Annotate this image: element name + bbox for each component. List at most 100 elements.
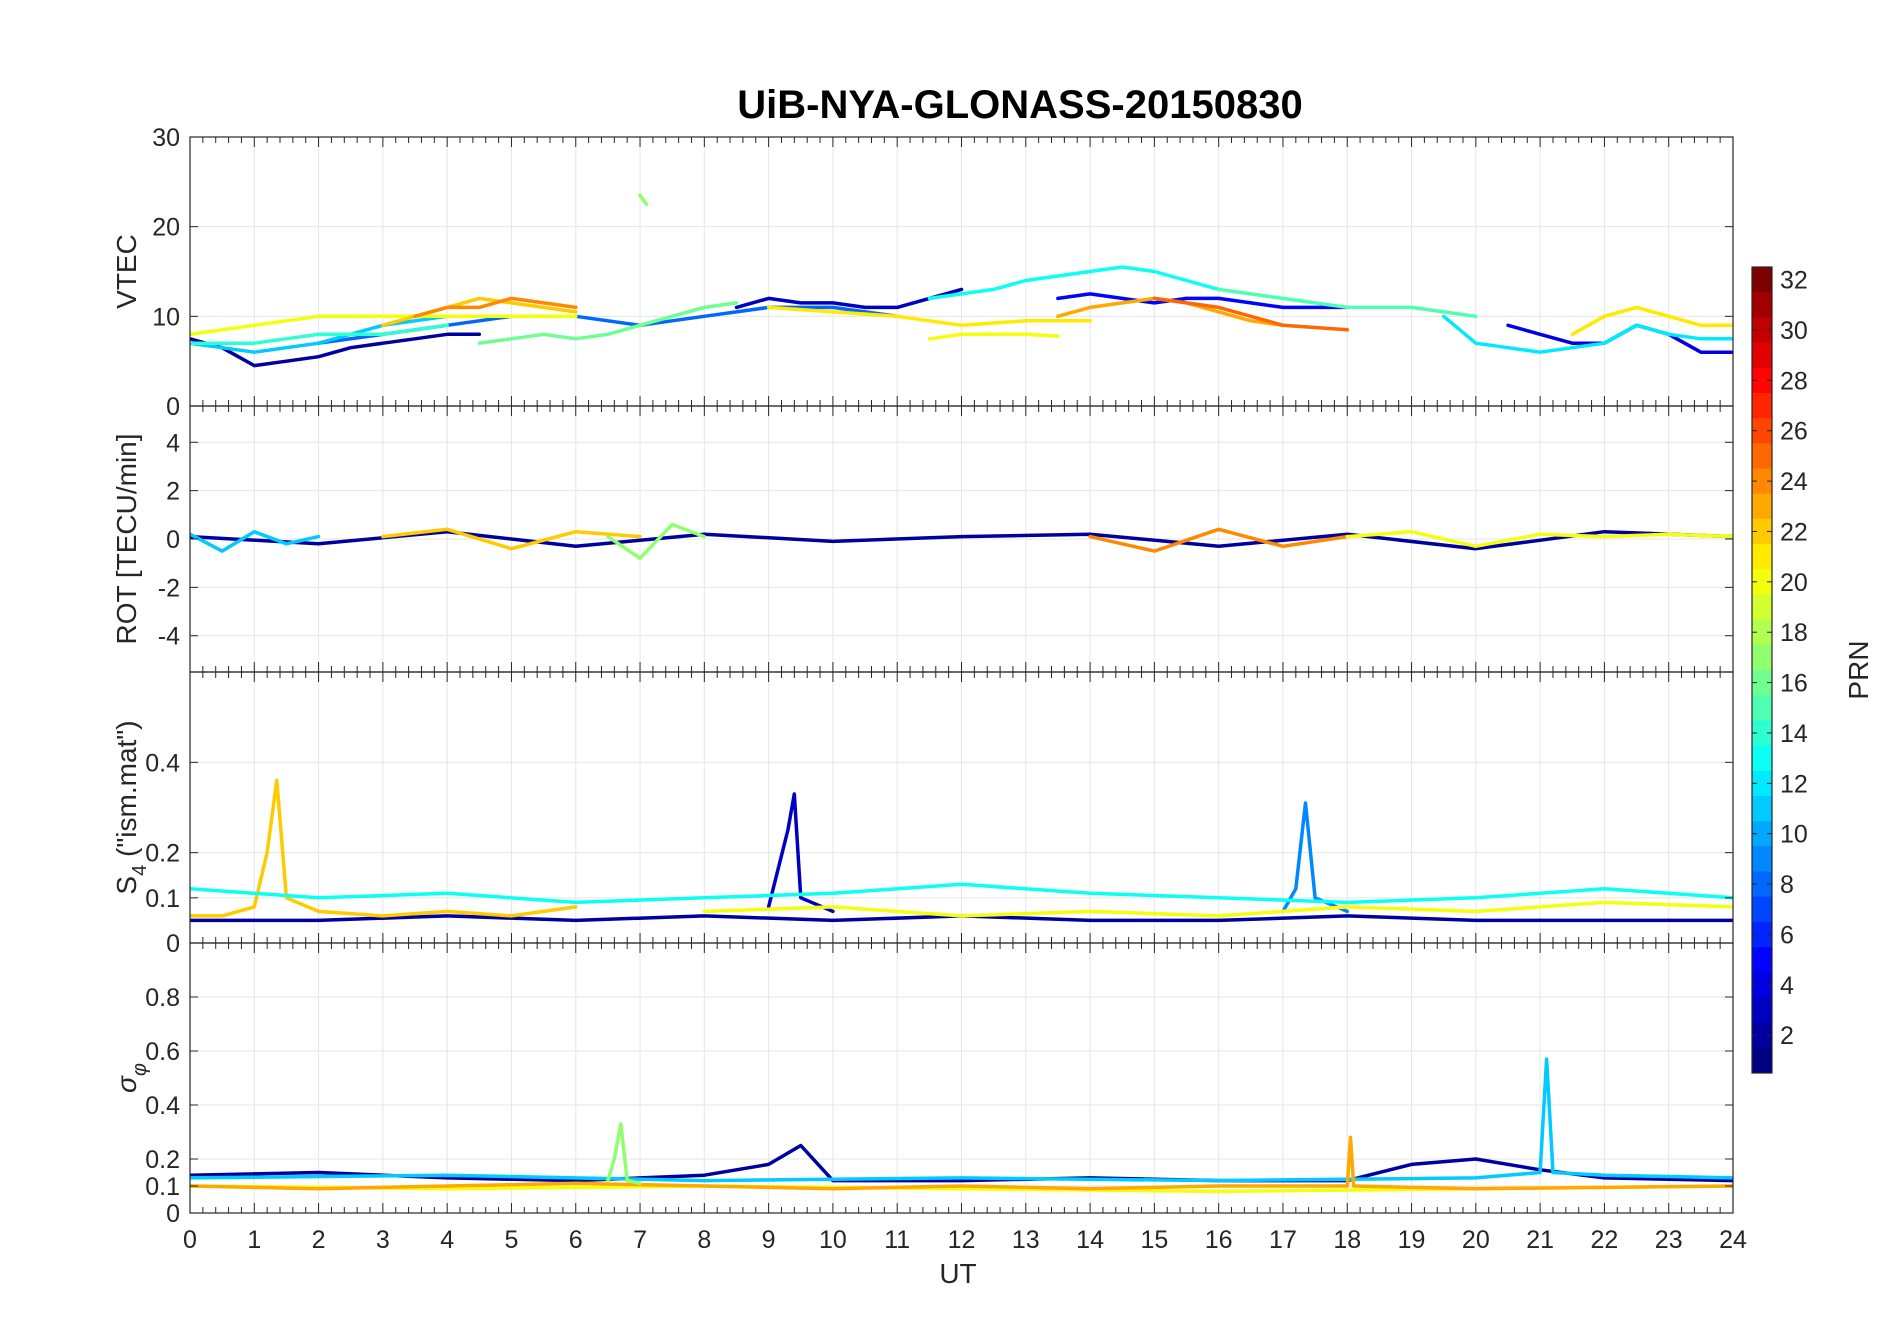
colorbar-segment	[1752, 493, 1772, 520]
series-line-prn-24	[1088, 527, 1350, 553]
x-tick-label: 23	[1655, 1226, 1683, 1254]
colorbar-segment	[1752, 921, 1772, 948]
series-line-prn-17	[606, 1122, 642, 1186]
colorbar-tick-label: 6	[1780, 921, 1794, 949]
y-axis-label-sub: 4	[129, 865, 151, 876]
y-axis-label-sub: φ	[129, 1063, 151, 1076]
series-line-prn-22	[381, 527, 642, 551]
x-tick-label: 22	[1591, 1226, 1619, 1254]
x-tick-label: 17	[1269, 1226, 1297, 1254]
colorbar-tick-label: 32	[1780, 267, 1808, 295]
y-tick-label: 30	[152, 124, 180, 152]
series-line-prn-23	[190, 1135, 1733, 1191]
y-axis-label-main: σ	[111, 1075, 142, 1093]
colorbar-segment	[1752, 770, 1772, 797]
series-line-prn-20	[927, 332, 1060, 341]
colorbar-tick-label: 18	[1780, 619, 1808, 647]
y-axis-label-sigma_phi: σφ	[111, 1063, 151, 1093]
colorbar-tick-label: 30	[1780, 317, 1808, 345]
series-line-prn-25	[1152, 296, 1350, 332]
series-line-prn-20	[702, 900, 1733, 918]
colorbar-segment	[1752, 972, 1772, 998]
series-line-prn-16	[477, 301, 739, 345]
x-tick-label: 6	[569, 1226, 583, 1254]
y-tick-label: 0	[166, 526, 180, 554]
panel-s4: 00.10.20.4S4 ("ism.mat")	[111, 671, 1734, 958]
x-tick-label: 10	[819, 1226, 847, 1254]
y-axis-label-rot: ROT [TECU/min]	[111, 433, 142, 644]
y-axis-label-rest: ("ism.mat")	[111, 720, 142, 864]
x-tick-label: 12	[948, 1226, 976, 1254]
y-tick-label: 10	[152, 303, 180, 331]
colorbar-segment	[1752, 317, 1772, 344]
colorbar-segment	[1752, 821, 1772, 847]
series-line-prn-5	[1056, 292, 1350, 310]
x-tick-label: 3	[376, 1226, 390, 1254]
colorbar-segment	[1752, 392, 1772, 419]
colorbar-segment	[1752, 518, 1772, 545]
x-tick-label: 14	[1076, 1226, 1104, 1254]
colorbar-tick-label: 28	[1780, 367, 1808, 395]
colorbar-segment	[1752, 644, 1772, 671]
colorbar-segment	[1752, 342, 1772, 369]
y-tick-label: 0	[166, 930, 180, 958]
panel-vtec: 0 10 20 30 VTEC	[111, 124, 1734, 421]
x-tick-label: 2	[312, 1226, 326, 1254]
series-line-prn-11	[190, 314, 449, 354]
y-axis-label-main: S	[111, 876, 142, 895]
series-group	[190, 522, 1733, 561]
colorbar-tick-label: 24	[1780, 468, 1808, 496]
colorbar-tick-label: 16	[1780, 670, 1808, 698]
x-tick-label: 9	[762, 1226, 776, 1254]
y-tick-label: 0.6	[145, 1038, 180, 1066]
x-tick-label: 20	[1462, 1226, 1490, 1254]
series-group	[190, 1057, 1733, 1194]
colorbar-segment	[1752, 594, 1772, 621]
x-tick-label: 21	[1526, 1226, 1554, 1254]
series-group	[190, 193, 1733, 368]
y-tick-label: 0.2	[145, 1146, 180, 1174]
series-line-prn-3	[734, 287, 964, 310]
colorbar-tick-label: 20	[1780, 569, 1808, 597]
colorbar-tick-label: 4	[1780, 972, 1794, 1000]
colorbar-tick-label: 12	[1780, 770, 1808, 798]
y-tick-label: 0	[166, 1200, 180, 1228]
y-tick-label: 0.4	[145, 1092, 180, 1120]
y-tick-label: 2	[166, 478, 180, 506]
colorbar-segment	[1752, 1022, 1772, 1049]
colorbar-tick-label: 26	[1780, 418, 1808, 446]
x-tick-label: 16	[1205, 1226, 1233, 1254]
x-tick-label: 5	[505, 1226, 519, 1254]
x-tick-label: 24	[1719, 1226, 1747, 1254]
colorbar-segment	[1752, 292, 1772, 318]
x-tick-label: 18	[1333, 1226, 1361, 1254]
y-axis-label-vtec: VTEC	[111, 234, 142, 309]
colorbar-segment	[1752, 468, 1772, 495]
y-tick-label: 0.2	[145, 840, 180, 868]
series-group	[190, 778, 1733, 923]
y-tick-label: -4	[158, 623, 180, 651]
colorbar-tick-label: 22	[1780, 518, 1808, 546]
colorbar-segment	[1752, 569, 1772, 595]
series-line-prn-20	[190, 314, 578, 337]
panel-rot: -4 -2 0 2 4 ROT [TECU/min]	[111, 405, 1734, 673]
x-tick-label: 13	[1012, 1226, 1040, 1254]
y-tick-label: -2	[158, 574, 180, 602]
colorbar-segment	[1752, 367, 1772, 394]
colorbar-segment	[1752, 997, 1772, 1024]
colorbar-segment	[1752, 947, 1772, 973]
colorbar-segment	[1752, 846, 1772, 872]
colorbar-segment	[1752, 720, 1772, 747]
colorbar-tick-label: 10	[1780, 821, 1808, 849]
colorbar-segment	[1752, 745, 1772, 772]
colorbar-segment	[1752, 795, 1772, 822]
colorbar-tick-label: 14	[1780, 720, 1808, 748]
y-tick-label: 0.1	[145, 1173, 180, 1201]
colorbar-segment	[1752, 695, 1772, 721]
colorbar-segment	[1752, 267, 1772, 293]
series-line-prn-11	[190, 1057, 1733, 1183]
series-line-prn-21	[766, 305, 1092, 328]
